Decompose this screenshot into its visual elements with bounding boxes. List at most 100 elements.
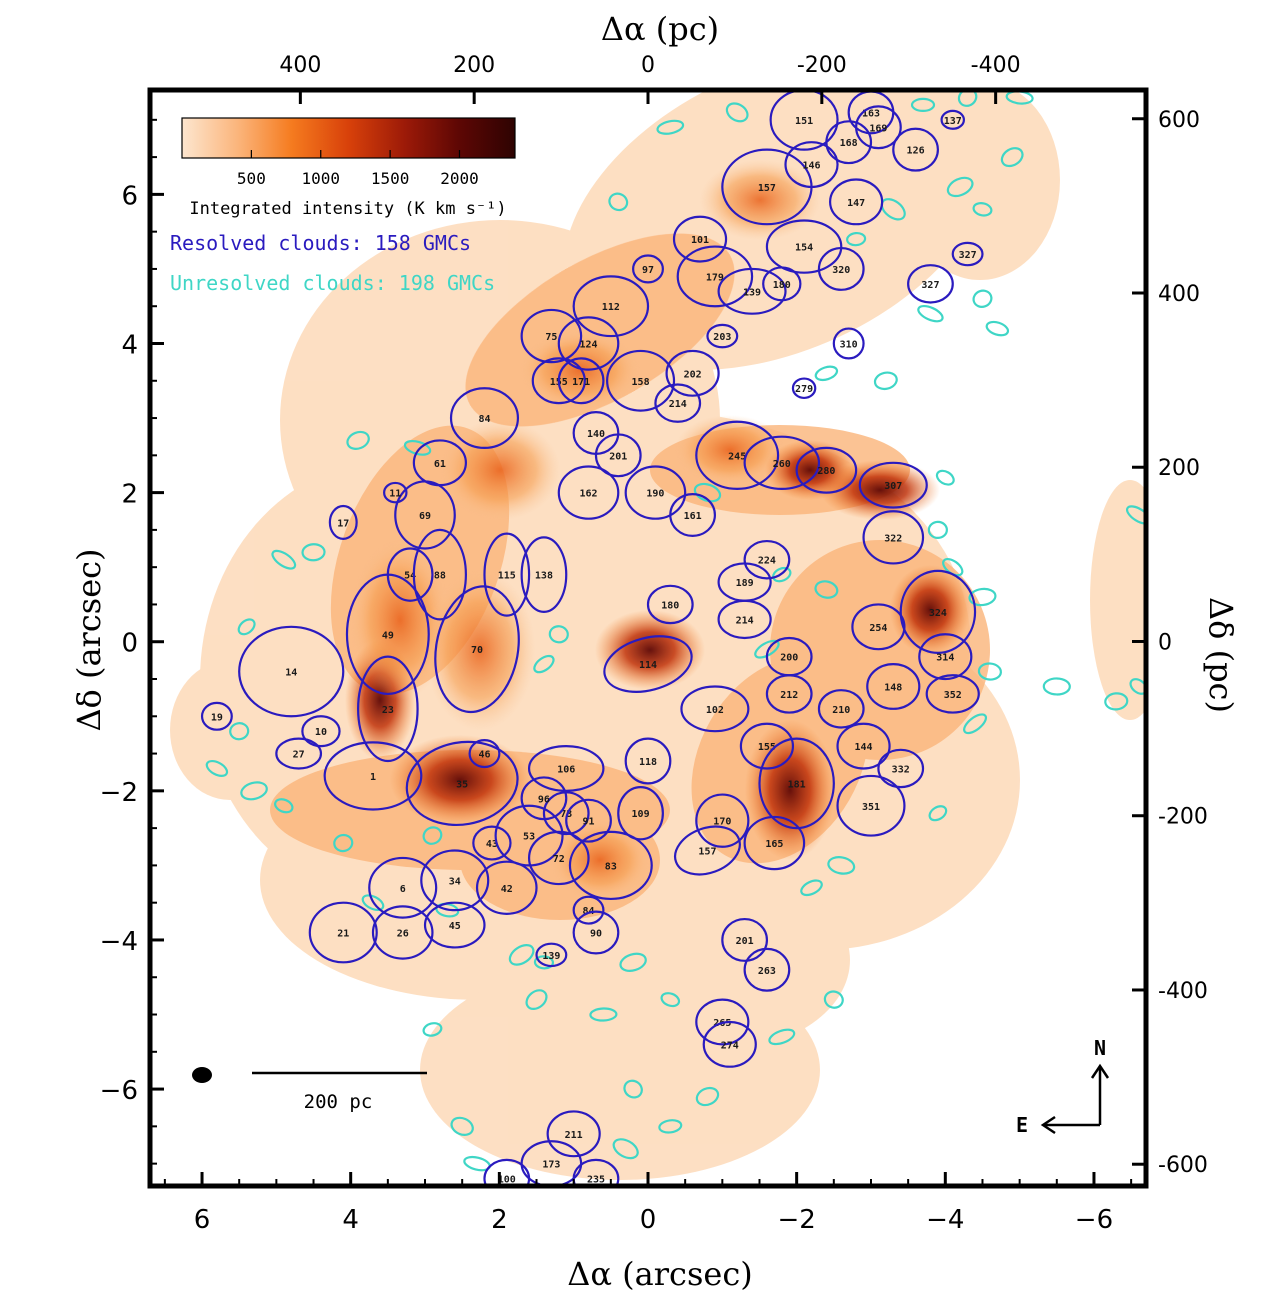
cloud-id-label: 17 bbox=[337, 518, 349, 529]
unresolved-clouds bbox=[205, 90, 1146, 1172]
x-tick-label-bottom: 6 bbox=[194, 1205, 211, 1235]
resolved-cloud bbox=[328, 504, 358, 540]
resolved-cloud bbox=[412, 528, 467, 621]
cloud-id-label: 332 bbox=[892, 764, 910, 775]
cloud-id-label: 327 bbox=[959, 250, 977, 261]
y-tick-label-left: −2 bbox=[100, 778, 138, 808]
cloud-id-label: 235 bbox=[587, 1175, 605, 1186]
cloud-id-label: 115 bbox=[498, 571, 516, 582]
unresolved-cloud bbox=[1104, 692, 1129, 711]
resolved-cloud bbox=[695, 998, 750, 1046]
resolved-cloud bbox=[669, 493, 716, 537]
cloud-id-label: 179 bbox=[706, 272, 724, 283]
cloud-id-label: 10 bbox=[315, 727, 327, 738]
y-tick-label-left: −6 bbox=[100, 1076, 138, 1106]
resolved-cloud bbox=[483, 532, 531, 617]
unresolved-cloud bbox=[873, 371, 898, 391]
cloud-id-label: 280 bbox=[817, 466, 835, 477]
unresolved-cloud bbox=[658, 1119, 683, 1134]
resolved-cloud bbox=[862, 510, 925, 565]
x-tick-label-bottom: −2 bbox=[777, 1205, 815, 1235]
unresolved-cloud bbox=[977, 662, 1002, 681]
unresolved-cloud bbox=[693, 482, 722, 503]
resolved-cloud bbox=[371, 905, 434, 960]
resolved-cloud bbox=[702, 1020, 757, 1068]
unresolved-cloud bbox=[963, 713, 988, 735]
cloud-id-label: 320 bbox=[832, 265, 850, 276]
cloud-id-label: 49 bbox=[382, 630, 394, 641]
resolved-cloud bbox=[535, 942, 568, 968]
cloud-id-label: 224 bbox=[758, 556, 776, 567]
resolved-cloud bbox=[572, 275, 650, 338]
resolved-cloud bbox=[520, 536, 568, 614]
unresolved-cloud bbox=[533, 654, 555, 674]
unresolved-cloud bbox=[346, 430, 370, 450]
colorbar-tick-label: 1000 bbox=[301, 169, 340, 188]
unresolved-cloud bbox=[827, 856, 856, 875]
unresolved-cloud bbox=[814, 580, 839, 599]
resolved-cloud bbox=[743, 947, 791, 992]
resolved-cloud bbox=[423, 901, 486, 949]
resolved-cloud bbox=[572, 895, 605, 925]
cloud-id-label: 27 bbox=[293, 750, 305, 761]
cloud-id-label: 54 bbox=[404, 571, 416, 582]
resolved-cloud bbox=[565, 798, 612, 843]
cloud-id-label: 137 bbox=[944, 116, 962, 127]
unresolved-cloud bbox=[612, 1138, 639, 1160]
cloud-id-label: 171 bbox=[572, 377, 590, 388]
cloud-id-label: 307 bbox=[884, 481, 902, 492]
resolved-cloud bbox=[420, 849, 490, 912]
cloud-id-label: 126 bbox=[907, 146, 925, 157]
cloud-id-label: 351 bbox=[862, 802, 880, 813]
resolved-cloud bbox=[858, 461, 928, 509]
cloud-id-label: 43 bbox=[486, 839, 498, 850]
cloud-id-label: 201 bbox=[736, 936, 754, 947]
cloud-id-label: 26 bbox=[397, 929, 409, 940]
resolved-cloud bbox=[238, 625, 345, 718]
x-tick-label-bottom: 0 bbox=[640, 1205, 657, 1235]
y-tick-label-right: 400 bbox=[1158, 282, 1200, 307]
cloud-id-label: 200 bbox=[780, 653, 798, 664]
cloud-id-label: 154 bbox=[795, 243, 813, 254]
cloud-id-label: 151 bbox=[795, 116, 813, 127]
resolved-cloud bbox=[695, 420, 780, 490]
cloud-id-label: 6 bbox=[400, 884, 406, 895]
cloud-id-label: 139 bbox=[542, 951, 560, 962]
resolved-cloud bbox=[892, 127, 939, 172]
cloud-id-label: 173 bbox=[542, 1160, 560, 1171]
resolved-cloud bbox=[717, 599, 772, 640]
cloud-id-label: 106 bbox=[557, 764, 575, 775]
cloud-id-label: 35 bbox=[456, 779, 468, 790]
cloud-id-label: 100 bbox=[498, 1175, 516, 1186]
resolved-cloud bbox=[449, 387, 520, 449]
unresolved-cloud bbox=[660, 992, 681, 1008]
x-tick-label-top: 400 bbox=[279, 53, 321, 78]
resolved-cloud bbox=[676, 245, 754, 308]
resolved-cloud bbox=[368, 856, 438, 919]
cloud-id-label: 211 bbox=[565, 1130, 583, 1141]
cloud-id-label: 190 bbox=[646, 489, 664, 500]
x-tick-label-top: 0 bbox=[641, 53, 655, 78]
compass-north: N bbox=[1094, 1036, 1106, 1060]
cloud-id-label: 274 bbox=[721, 1040, 739, 1051]
resolved-cloud bbox=[557, 316, 620, 371]
resolved-cloud bbox=[572, 1158, 620, 1186]
legend-resolved: Resolved clouds: 158 GMCs bbox=[170, 231, 471, 255]
unresolved-cloud bbox=[525, 989, 548, 1011]
colorbar: 500 1000 1500 2000 Integrated intensity (K … bbox=[181, 117, 516, 219]
unresolved-cloud bbox=[1000, 147, 1024, 168]
cloud-id-label: 163 bbox=[862, 108, 880, 119]
cloud-id-label: 83 bbox=[605, 861, 617, 872]
y-tick-label-right: 600 bbox=[1158, 108, 1200, 133]
cloud-id-label: 45 bbox=[449, 921, 461, 932]
resolved-cloud bbox=[531, 357, 586, 405]
unresolved-cloud bbox=[205, 759, 229, 777]
x-tick-label-top: -400 bbox=[971, 53, 1021, 78]
cloud-id-label: 19 bbox=[211, 712, 223, 723]
cloud-id-label: 61 bbox=[434, 459, 446, 470]
cloud-id-label: 118 bbox=[639, 757, 657, 768]
unresolved-cloud bbox=[910, 97, 936, 113]
cloud-id-label: 155 bbox=[758, 742, 776, 753]
